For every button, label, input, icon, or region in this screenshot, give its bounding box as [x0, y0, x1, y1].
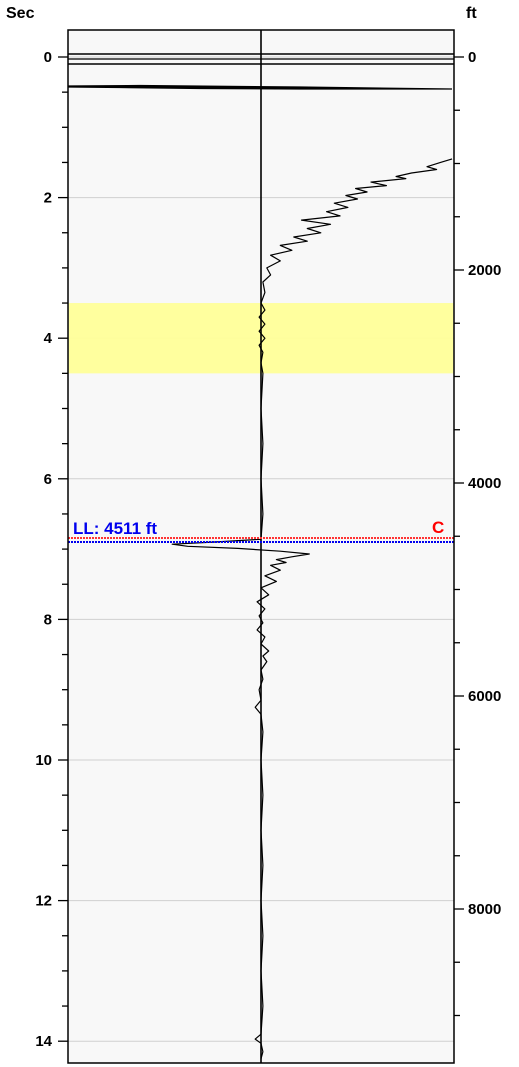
- left-tick-label-8: 8: [44, 611, 52, 628]
- right-tick-label-8000: 8000: [468, 901, 501, 918]
- marker-label: LL: 4511 ft: [73, 519, 157, 538]
- series-group: [171, 158, 453, 1059]
- right-axis-label: ft: [466, 5, 477, 22]
- series-line-0: [171, 158, 453, 1059]
- left-tick-label-0: 0: [44, 49, 52, 66]
- right-axis: 0 2000 4000 6000 8000: [454, 49, 501, 1017]
- right-tick-label-2000: 2000: [468, 262, 501, 279]
- marker-group: LL: 4511 ft C: [68, 518, 454, 543]
- left-axis: 0 2 4 6 8 10 12 14: [35, 49, 68, 1050]
- spike-mark: [67, 84, 453, 90]
- left-tick-label-2: 2: [44, 190, 52, 207]
- left-tick-label-12: 12: [35, 893, 52, 910]
- left-tick-label-14: 14: [35, 1033, 52, 1050]
- right-tick-label-0: 0: [468, 49, 476, 66]
- plot-frame: [67, 29, 455, 1064]
- right-tick-label-6000: 6000: [468, 688, 501, 705]
- left-tick-label-4: 4: [44, 330, 53, 347]
- marker-flag: C: [432, 518, 444, 537]
- left-tick-label-10: 10: [35, 752, 52, 769]
- left-tick-label-6: 6: [44, 471, 52, 488]
- left-axis-label: Sec: [6, 5, 35, 22]
- right-tick-label-4000: 4000: [468, 475, 501, 492]
